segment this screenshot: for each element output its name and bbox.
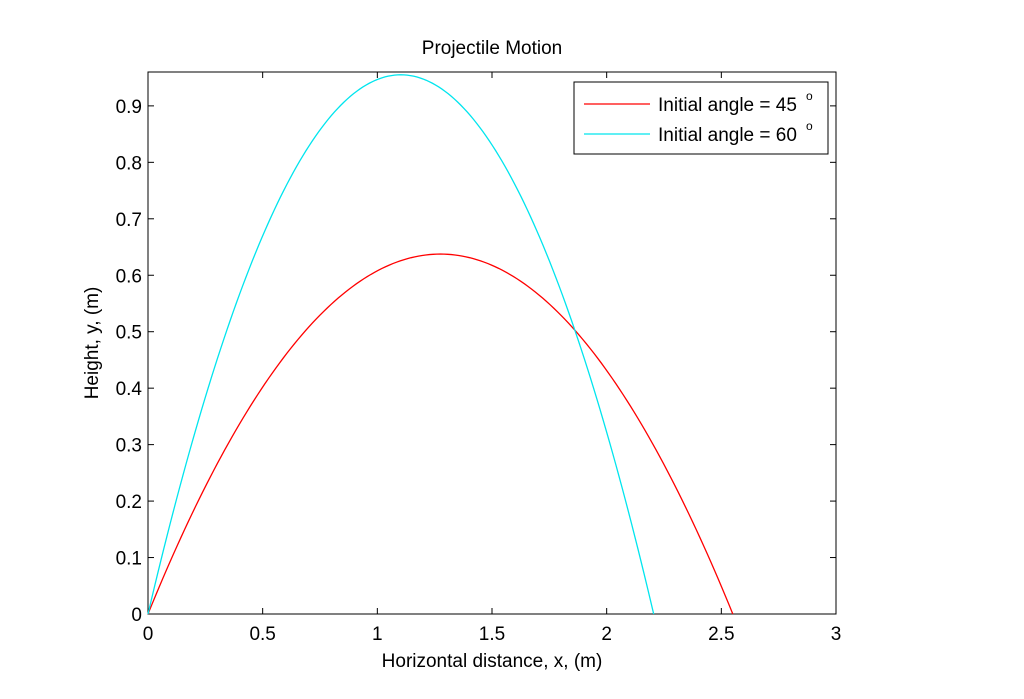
y-tick-label: 0.9 (116, 97, 142, 118)
legend: Initial angle = 45 o Initial angle = 60 o (573, 81, 829, 155)
y-tick-label: 0.8 (116, 153, 142, 174)
y-tick-label: 0.2 (116, 492, 142, 513)
axis-ticks: 0 0.5 1 1.5 2 2.5 3 0 0.1 0.2 0.3 0.4 0.5 0.6 0.7 0.8 0.… (116, 72, 842, 645)
x-tick-label: 1.5 (479, 624, 505, 645)
y-tick-label: 0.4 (116, 379, 143, 400)
x-tick-label: 0.5 (249, 624, 275, 645)
legend-box (573, 81, 829, 155)
x-tick-label: 3 (831, 624, 842, 645)
x-tick-label: 2.5 (708, 624, 734, 645)
legend-label-1: Initial angle = 45 (658, 95, 797, 116)
y-tick-label: 0.5 (116, 323, 142, 344)
x-axis-label: Horizontal distance, x, (m) (382, 651, 603, 672)
legend-degree-1: o (806, 89, 813, 103)
legend-label-2: Initial angle = 60 (658, 125, 797, 146)
y-tick-label: 0.3 (116, 436, 142, 457)
series-line-1 (147, 253, 734, 615)
series-line-2 (147, 74, 655, 615)
y-tick-label: 0 (131, 605, 142, 626)
legend-degree-2: o (806, 119, 813, 133)
y-axis-label: Height, y, (m) (82, 287, 103, 400)
y-tick-label: 0.6 (116, 266, 142, 287)
x-tick-label: 2 (601, 624, 612, 645)
chart-title: Projectile Motion (422, 38, 562, 59)
x-tick-label: 0 (143, 624, 154, 645)
series-lines (147, 74, 734, 615)
y-tick-label: 0.7 (116, 210, 142, 231)
x-tick-label: 1 (372, 624, 383, 645)
y-tick-label: 0.1 (116, 549, 142, 570)
